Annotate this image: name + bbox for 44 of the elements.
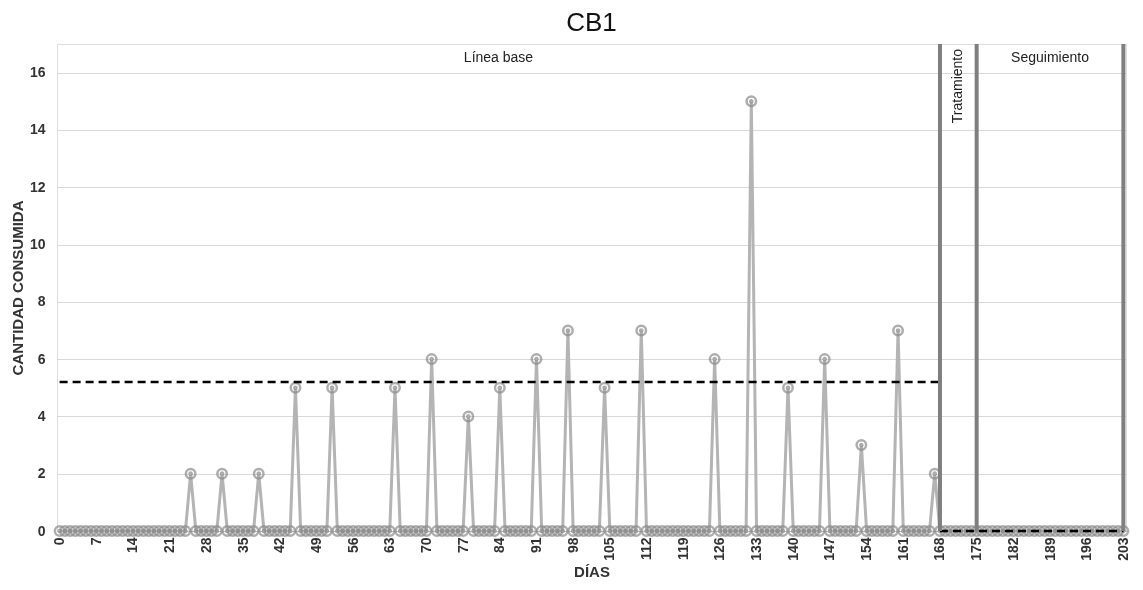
y-tick-label: 6 (37, 350, 46, 367)
y-tick-label: 16 (29, 64, 46, 81)
x-tick-label: 182 (1004, 537, 1021, 561)
x-tick-label: 91 (527, 537, 544, 554)
x-tick-label: 126 (711, 537, 728, 561)
x-tick-label: 133 (748, 537, 765, 561)
x-tick-label: 203 (1114, 537, 1131, 561)
x-tick-label: 161 (894, 537, 911, 561)
x-tick-label: 77 (454, 537, 471, 554)
x-tick-label: 70 (417, 537, 434, 554)
x-tick-label: 112 (638, 537, 655, 561)
x-axis-title: DÍAS (574, 562, 610, 580)
x-tick-label: 168 (931, 537, 948, 561)
x-tick-label: 35 (234, 537, 251, 554)
y-tick-label: 4 (37, 407, 46, 424)
chart-title: CB1 (566, 7, 617, 37)
x-tick-label: 0 (51, 537, 68, 546)
x-tick-label: 28 (197, 537, 214, 554)
y-tick-label: 12 (29, 178, 46, 195)
x-tick-label: 140 (784, 537, 801, 561)
x-tick-label: 147 (821, 537, 838, 561)
x-tick-label: 49 (307, 537, 324, 554)
x-tick-label: 56 (344, 537, 361, 554)
y-axis-title: CANTIDAD CONSUMIDA (8, 200, 26, 376)
x-tick-label: 14 (124, 537, 141, 554)
x-tick-label: 63 (381, 537, 398, 554)
annotation: Seguimiento (1011, 49, 1090, 65)
annotation: Tratamiento (949, 48, 966, 124)
x-tick-label: 42 (271, 537, 288, 554)
y-tick-label: 2 (37, 465, 46, 482)
annotation: Línea base (463, 49, 534, 65)
y-tick-label: 8 (37, 293, 46, 310)
x-tick-label: 98 (564, 537, 581, 554)
x-tick-label: 7 (87, 537, 104, 546)
y-tick-label: 14 (29, 121, 46, 138)
x-tick-label: 196 (1078, 537, 1095, 561)
y-tick-label: 10 (29, 236, 46, 253)
x-tick-label: 189 (1041, 537, 1058, 561)
x-tick-label: 21 (161, 537, 178, 554)
x-tick-label: 175 (968, 537, 985, 561)
x-tick-label: 119 (674, 537, 691, 561)
x-tick-label: 84 (491, 537, 508, 554)
x-tick-label: 105 (601, 537, 618, 561)
x-tick-label: 154 (858, 537, 875, 561)
